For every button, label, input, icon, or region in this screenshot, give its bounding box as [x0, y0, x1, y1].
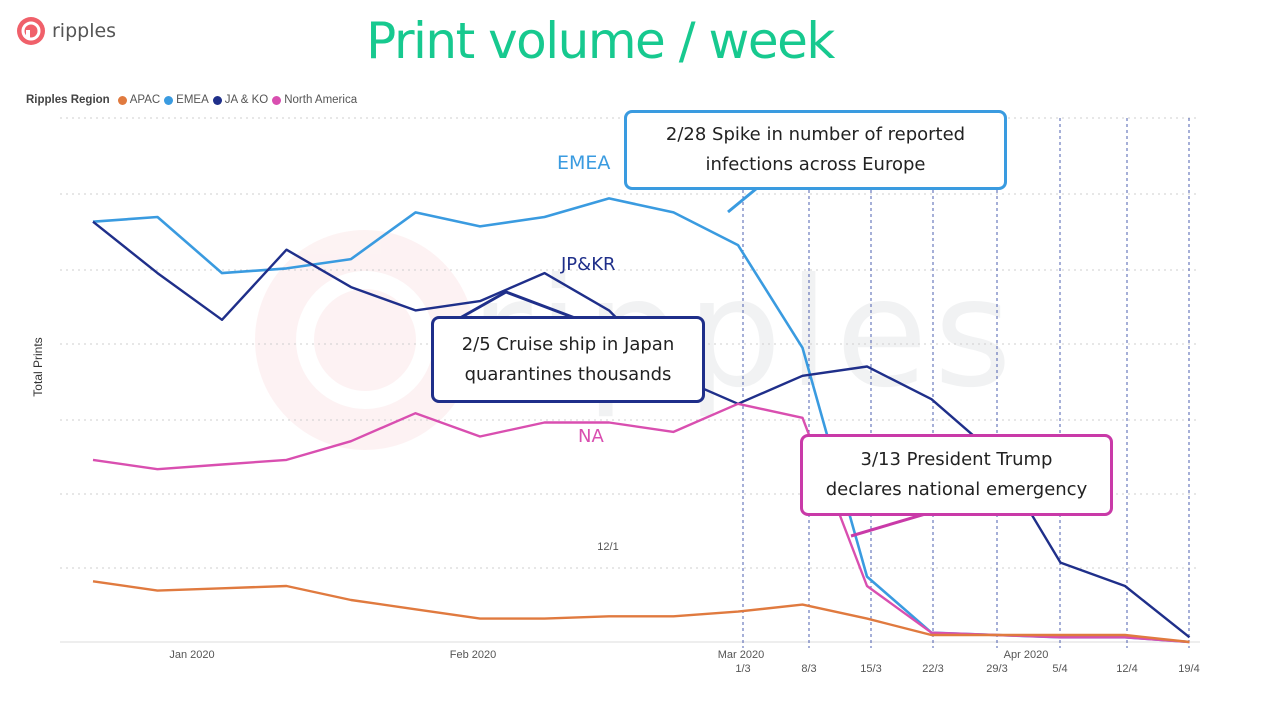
callout-japan-cruise: 2/5 Cruise ship in Japan quarantines tho…: [431, 316, 705, 403]
callout-national-emergency: 3/13 President Trump declares national e…: [800, 434, 1113, 516]
chart-legend: Ripples Region APAC EMEA JA & KO North A…: [26, 94, 361, 106]
axis-labels: Jan 2020 Feb 2020 Mar 2020 Apr 2020 1/3 8/3 15…: [169, 152, 1199, 675]
series-line-apac: [92, 580, 1190, 644]
legend-label: North America: [284, 94, 358, 106]
x-tick-label: Mar 2020: [718, 649, 764, 661]
callout-europe-spike: 2/28 Spike in number of reported infecti…: [624, 110, 1007, 190]
callout-line: declares national emergency: [825, 479, 1088, 500]
callout-line: infections across Europe: [705, 154, 926, 175]
legend-item-apac[interactable]: APAC: [117, 94, 161, 106]
legend-title: Ripples Region: [26, 94, 110, 106]
week-label: 5/4: [1052, 663, 1067, 675]
callout-line: 3/13 President Trump: [860, 449, 1053, 470]
legend-label: EMEA: [176, 94, 209, 106]
series-label-ja-ko: JP&KR: [560, 254, 616, 275]
callout-pointer-trump: [850, 510, 933, 538]
x-marker-label: 12/1: [597, 541, 618, 553]
legend-item-ja-ko[interactable]: JA & KO: [212, 94, 269, 106]
callout-line: quarantines thousands: [464, 363, 672, 385]
callout-line: 2/28 Spike in number of reported: [665, 124, 966, 145]
legend-item-emea[interactable]: EMEA: [164, 94, 209, 106]
x-tick-label: Feb 2020: [450, 649, 496, 661]
legend-item-north-america[interactable]: North America: [272, 94, 357, 106]
ripples-logo-icon: [17, 17, 45, 45]
week-label: 22/3: [922, 663, 943, 675]
legend-label: APAC: [129, 94, 161, 106]
callout-pointer-japan: [459, 290, 576, 320]
callout-line: 2/5 Cruise ship in Japan: [461, 333, 675, 355]
series-label-emea: EMEA: [557, 152, 610, 174]
week-label: 29/3: [986, 663, 1007, 675]
page-title: Print volume / week: [366, 12, 835, 70]
legend-dot-icon: [272, 95, 282, 105]
week-label: 1/3: [735, 663, 750, 675]
week-label: 8/3: [801, 663, 816, 675]
x-tick-label: Jan 2020: [169, 649, 214, 661]
week-markers: [742, 118, 1190, 648]
legend-dot-icon: [212, 95, 222, 105]
legend-dot-icon: [164, 95, 174, 105]
week-label: 15/3: [860, 663, 881, 675]
week-label: 19/4: [1178, 663, 1199, 675]
week-label: 12/4: [1116, 663, 1137, 675]
brand-name: ripples: [52, 20, 117, 42]
brand-logo: ripples: [16, 16, 116, 46]
legend-dot-icon: [117, 95, 127, 105]
series-label-north-america: NA: [578, 426, 604, 447]
legend-label: JA & KO: [224, 94, 269, 106]
x-tick-label: Apr 2020: [1004, 649, 1049, 661]
